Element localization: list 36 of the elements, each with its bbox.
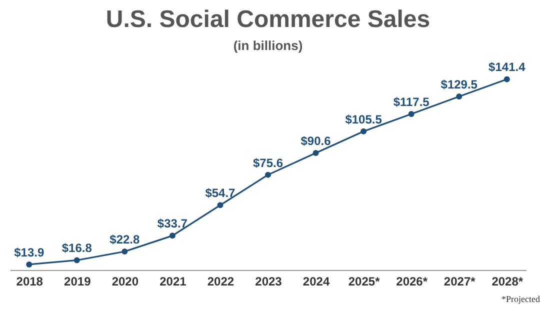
data-label: $105.5 [345, 112, 382, 126]
x-tick-label: 2021 [160, 274, 187, 288]
x-tick-label: 2019 [64, 274, 92, 288]
data-label: $75.6 [252, 156, 284, 170]
point [265, 172, 271, 178]
point [360, 128, 367, 134]
point [312, 150, 319, 156]
chart-title: U.S. Social Commerce Sales [106, 6, 430, 33]
data-label: $54.7 [205, 186, 236, 200]
x-tick-label: 2028* [492, 274, 524, 288]
point [169, 232, 176, 239]
x-tick-label: 2018 [16, 274, 44, 288]
text: *Projected [502, 294, 540, 304]
data-label: $16.8 [62, 241, 92, 256]
data-label: $13.9 [14, 245, 44, 260]
point [26, 261, 32, 268]
x-tick-label: 2023 [255, 274, 282, 288]
point [408, 110, 414, 117]
point [74, 257, 80, 264]
data-label: $129.5 [440, 78, 478, 92]
x-tick-label: 2025* [348, 274, 380, 288]
point [456, 94, 462, 100]
data-label: $22.8 [110, 232, 140, 247]
data-label: $117.5 [393, 94, 430, 109]
point [504, 76, 510, 82]
data-label: $141.4 [488, 60, 526, 74]
data-label: $90.6 [300, 134, 332, 148]
x-tick-label: 2027* [444, 274, 476, 288]
x-tick-label: 2022 [207, 274, 234, 288]
point [122, 248, 128, 255]
data-label: $33.7 [157, 216, 188, 231]
chart-subtitle: (in billions) [233, 38, 303, 53]
x-tick-label: 2024 [302, 274, 330, 288]
x-tick-label: 2020 [112, 274, 139, 288]
point [217, 202, 224, 208]
x-tick-label: 2026* [396, 274, 428, 288]
